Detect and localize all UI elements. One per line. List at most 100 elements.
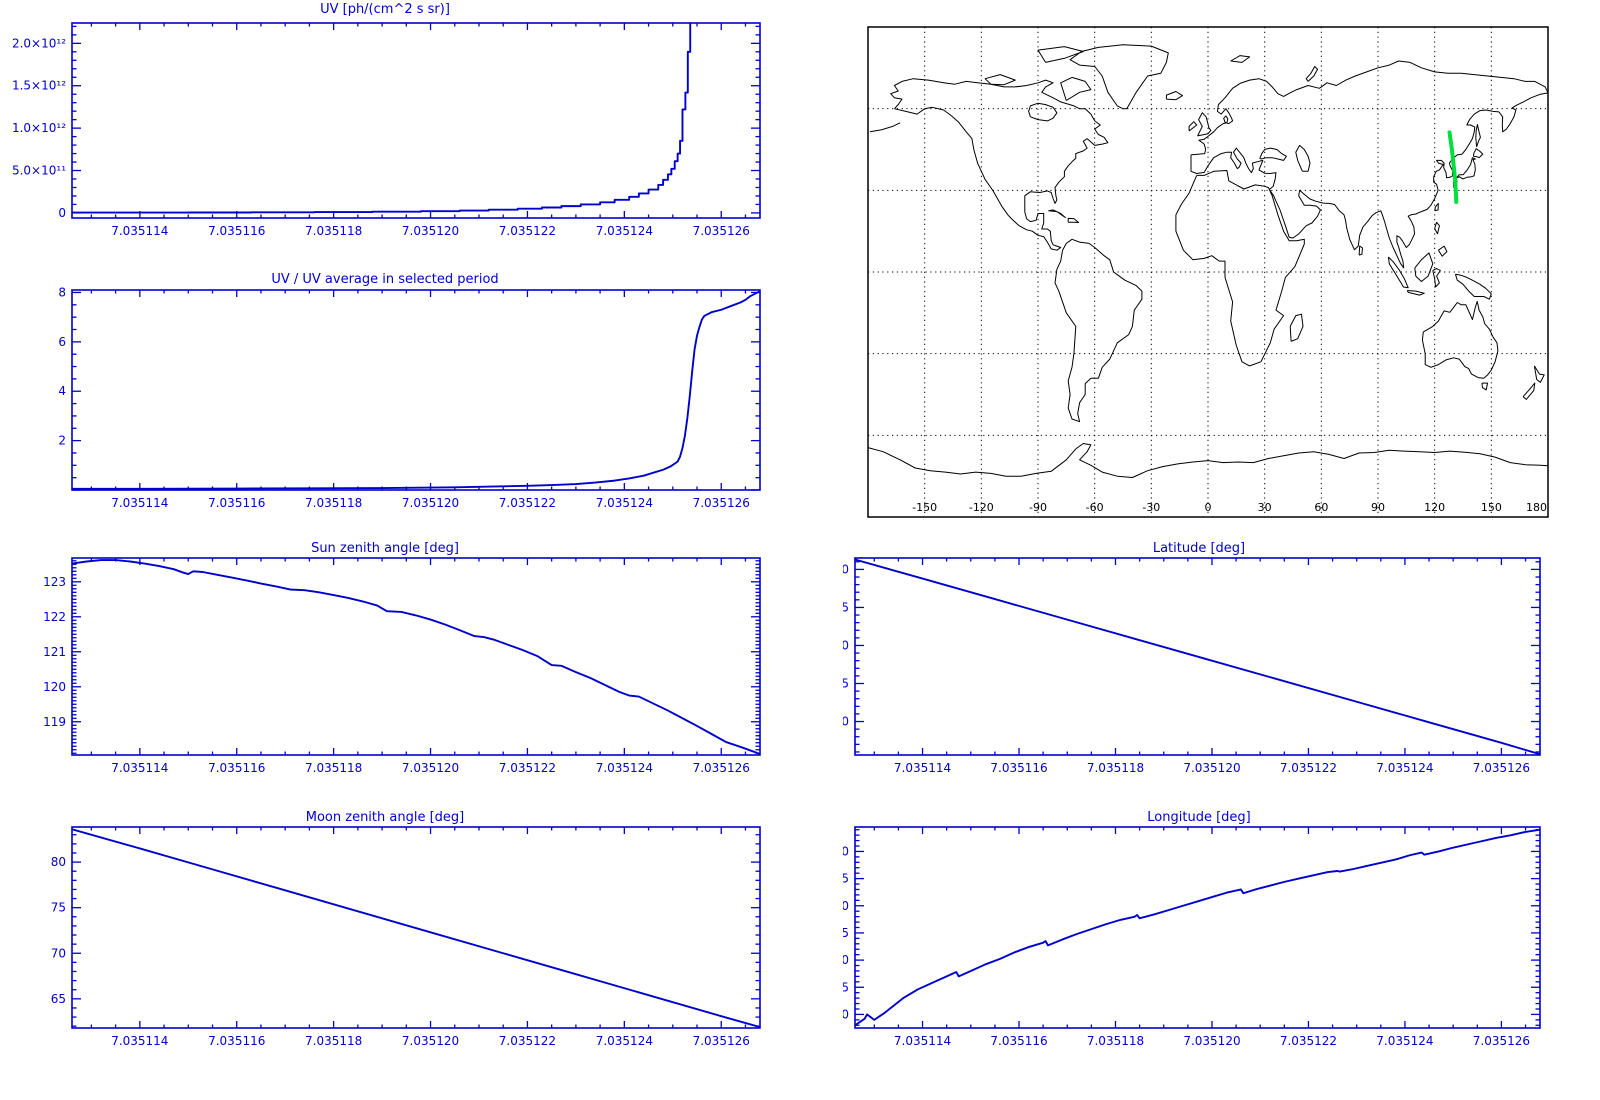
svg-text:7.035116: 7.035116 — [208, 496, 265, 510]
svg-text:128.5: 128.5 — [843, 980, 849, 994]
uv-ratio-chart-title: UV / UV average in selected period — [271, 272, 499, 287]
map-longitude-label: 180 — [1526, 501, 1547, 514]
svg-text:7.035114: 7.035114 — [111, 496, 168, 510]
svg-text:8: 8 — [58, 285, 66, 299]
map-graticule — [868, 27, 1548, 517]
svg-text:129.0: 129.0 — [843, 953, 849, 967]
svg-text:7.035120: 7.035120 — [402, 496, 459, 510]
map-longitude-label: 30 — [1258, 501, 1272, 514]
svg-text:7.035118: 7.035118 — [305, 224, 362, 238]
svg-text:5.0×10¹¹: 5.0×10¹¹ — [12, 164, 66, 178]
svg-text:7.035118: 7.035118 — [1087, 1034, 1144, 1048]
svg-text:45: 45 — [843, 600, 849, 614]
svg-text:1.5×10¹²: 1.5×10¹² — [12, 79, 66, 93]
svg-text:7.035118: 7.035118 — [305, 1034, 362, 1048]
svg-text:2.0×10¹²: 2.0×10¹² — [12, 36, 66, 50]
svg-text:7.035122: 7.035122 — [499, 1034, 556, 1048]
latitude-chart-title: Latitude [deg] — [1152, 541, 1246, 556]
svg-text:7.035120: 7.035120 — [402, 224, 459, 238]
svg-text:120: 120 — [43, 680, 66, 694]
svg-text:123: 123 — [43, 575, 66, 589]
svg-text:7.035116: 7.035116 — [990, 1034, 1047, 1048]
svg-text:80: 80 — [51, 855, 66, 869]
svg-text:121: 121 — [43, 645, 66, 659]
longitude-chart: 7.035114 7.035116 7.035118 7.035120 7.035122… — [843, 800, 1555, 1062]
map-longitude-label: -30 — [1142, 501, 1160, 514]
svg-text:7.035116: 7.035116 — [208, 1034, 265, 1048]
svg-text:7.035116: 7.035116 — [208, 761, 265, 775]
svg-text:7.035122: 7.035122 — [499, 224, 556, 238]
svg-text:1.0×10¹²: 1.0×10¹² — [12, 121, 66, 135]
svg-text:7.035120: 7.035120 — [402, 1034, 459, 1048]
map-coastlines — [867, 44, 1549, 478]
svg-text:0: 0 — [58, 206, 66, 220]
svg-text:7.035126: 7.035126 — [1473, 1034, 1530, 1048]
svg-text:7.035126: 7.035126 — [693, 1034, 750, 1048]
svg-text:130.0: 130.0 — [843, 899, 849, 913]
map-longitude-label: -90 — [1029, 501, 1047, 514]
longitude-chart-title: Longitude [deg] — [1147, 810, 1251, 825]
svg-text:129.5: 129.5 — [843, 926, 849, 940]
svg-text:7.035120: 7.035120 — [402, 761, 459, 775]
svg-text:131.0: 131.0 — [843, 844, 849, 858]
svg-text:7.035120: 7.035120 — [1183, 761, 1240, 775]
map-longitude-label: 0 — [1205, 501, 1212, 514]
svg-text:122: 122 — [43, 610, 66, 624]
svg-text:7.035124: 7.035124 — [596, 761, 653, 775]
svg-text:7.035118: 7.035118 — [305, 496, 362, 510]
svg-text:70: 70 — [51, 946, 66, 960]
sun-zenith-chart: 7.035114 7.035116 7.035118 7.035120 7.035122… — [0, 532, 770, 788]
svg-text:4: 4 — [58, 384, 66, 398]
moon-zenith-chart-title: Moon zenith angle [deg] — [305, 810, 465, 825]
svg-text:35: 35 — [843, 677, 849, 691]
sun-zenith-chart-title: Sun zenith angle [deg] — [311, 541, 459, 556]
map-longitude-label: -60 — [1086, 501, 1104, 514]
uv-plot-canvas: 7.035114 7.035116 7.035118 7.035120 7.035122… — [12, 22, 761, 238]
map-longitude-label: 60 — [1314, 501, 1328, 514]
svg-text:7.035126: 7.035126 — [693, 496, 750, 510]
world-map-canvas: -150 -120 -90 -60 -30 0 30 60 90 120 150 180 — [867, 26, 1549, 518]
uv-ratio-chart: 7.035114 7.035116 7.035118 7.035120 7.035122… — [0, 262, 770, 517]
uv-ratio-plot-canvas: 7.035114 7.035116 7.035118 7.035120 7.035122… — [58, 285, 761, 510]
map-longitude-label: 90 — [1371, 501, 1385, 514]
svg-text:7.035114: 7.035114 — [111, 1034, 168, 1048]
world-map: -150 -120 -90 -60 -30 0 30 60 90 120 150 180 — [843, 17, 1558, 525]
moon-zenith-chart: 7.035114 7.035116 7.035118 7.035120 7.035122… — [0, 800, 770, 1062]
svg-text:2: 2 — [58, 434, 66, 448]
svg-text:7.035124: 7.035124 — [1376, 1034, 1433, 1048]
svg-text:7.035124: 7.035124 — [596, 1034, 653, 1048]
map-longitude-label: -150 — [912, 501, 937, 514]
svg-text:7.035114: 7.035114 — [894, 1034, 951, 1048]
svg-text:65: 65 — [51, 992, 66, 1006]
map-longitude-label: 150 — [1481, 501, 1502, 514]
svg-text:7.035124: 7.035124 — [596, 224, 653, 238]
sun-zenith-plot-canvas: 7.035114 7.035116 7.035118 7.035120 7.035122… — [43, 557, 761, 775]
svg-text:50: 50 — [843, 562, 849, 576]
svg-text:7.035116: 7.035116 — [208, 224, 265, 238]
svg-text:7.035124: 7.035124 — [596, 496, 653, 510]
svg-text:128.0: 128.0 — [843, 1007, 849, 1021]
svg-text:30: 30 — [843, 715, 849, 729]
svg-text:6: 6 — [58, 335, 66, 349]
svg-text:130.5: 130.5 — [843, 872, 849, 886]
svg-text:119: 119 — [43, 715, 66, 729]
svg-text:7.035122: 7.035122 — [499, 761, 556, 775]
svg-text:7.035114: 7.035114 — [894, 761, 951, 775]
svg-text:7.035114: 7.035114 — [111, 761, 168, 775]
svg-text:7.035126: 7.035126 — [693, 761, 750, 775]
svg-text:40: 40 — [843, 638, 849, 652]
svg-text:7.035122: 7.035122 — [1280, 1034, 1337, 1048]
svg-text:75: 75 — [51, 901, 66, 915]
svg-text:7.035126: 7.035126 — [1473, 761, 1530, 775]
svg-text:7.035114: 7.035114 — [111, 224, 168, 238]
svg-text:7.035118: 7.035118 — [1087, 761, 1144, 775]
svg-text:7.035122: 7.035122 — [1280, 761, 1337, 775]
longitude-plot-canvas: 7.035114 7.035116 7.035118 7.035120 7.035122… — [843, 826, 1541, 1048]
svg-text:7.035122: 7.035122 — [499, 496, 556, 510]
moon-zenith-plot-canvas: 7.035114 7.035116 7.035118 7.035120 7.035122… — [51, 826, 761, 1048]
latitude-plot-canvas: 7.035114 7.035116 7.035118 7.035120 7.035122… — [843, 557, 1541, 775]
svg-text:7.035126: 7.035126 — [693, 224, 750, 238]
uv-chart-title: UV [ph/(cm^2 s sr)] — [320, 2, 450, 17]
svg-text:7.035116: 7.035116 — [990, 761, 1047, 775]
